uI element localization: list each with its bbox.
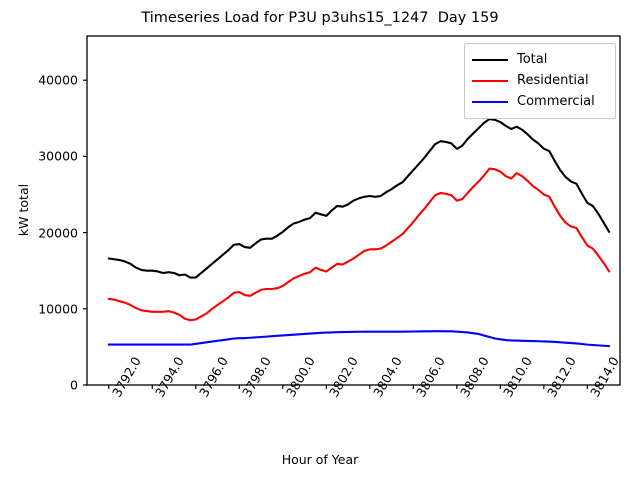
- legend-swatch-total: [472, 58, 508, 61]
- legend-item-commercial: Commercial: [472, 91, 608, 112]
- legend-item-total: Total: [472, 49, 608, 70]
- axis-tick-marks: [83, 79, 588, 389]
- legend-label-commercial: Commercial: [517, 94, 595, 109]
- legend-label-total: Total: [517, 52, 548, 67]
- series-line-residential: [107, 167, 611, 322]
- y-tick-label: 0: [70, 377, 78, 393]
- chart-title: Timeseries Load for P3U p3uhs15_1247 Day…: [141, 10, 499, 26]
- series-line-commercial: [107, 330, 611, 348]
- y-tick-label: 40000: [38, 72, 78, 88]
- axes-frame: [86, 35, 621, 386]
- y-tick-label: 30000: [38, 148, 78, 164]
- legend-item-residential: Residential: [472, 70, 608, 91]
- y-tick-label: 10000: [38, 301, 78, 317]
- legend-label-residential: Residential: [517, 73, 589, 88]
- legend-swatch-residential: [472, 79, 508, 82]
- chart-legend: Total Residential Commercial: [464, 43, 616, 119]
- legend-swatch-commercial: [472, 100, 508, 103]
- series-line-total: [107, 118, 611, 279]
- data-series-layer: [107, 118, 611, 348]
- x-axis-label: Hour of Year: [281, 452, 359, 467]
- y-tick-label: 20000: [38, 225, 78, 241]
